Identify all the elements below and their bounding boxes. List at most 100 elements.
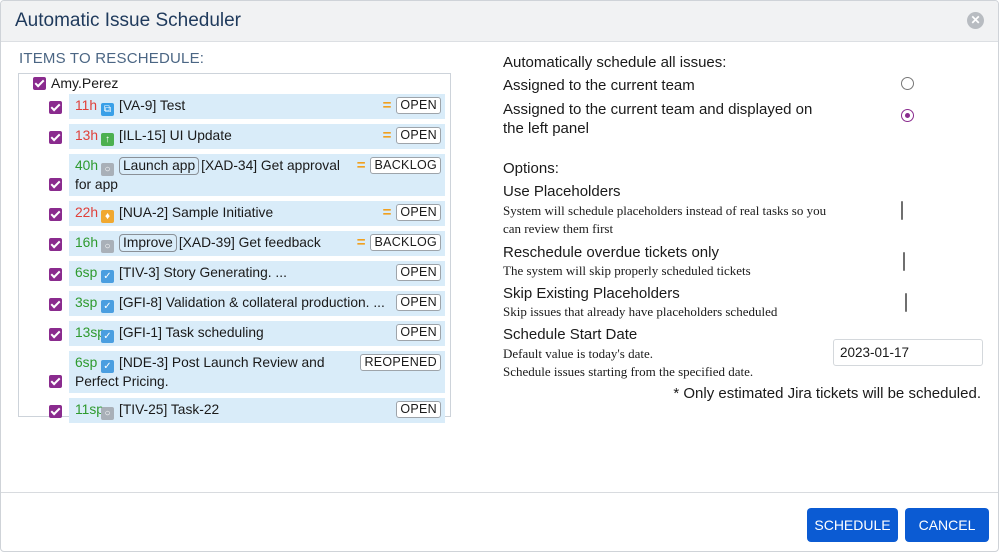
option-label: Skip Existing Placeholders	[503, 285, 680, 302]
item-text: 40h ○ Launch app [XAD-34] Get approval for …	[75, 157, 357, 193]
option-checkbox[interactable]	[903, 252, 905, 271]
item-row: 11h ⧉ [VA-9] Test = OPEN	[49, 94, 445, 119]
issue-title: [ILL-15] UI Update	[119, 128, 232, 143]
date-hint: Default value is today's date.	[503, 346, 653, 361]
estimate: 6sp	[75, 355, 98, 370]
item-side: = OPEN	[383, 97, 441, 114]
issue-title: [NUA-2] Sample Initiative	[119, 205, 274, 220]
option-checkbox[interactable]	[905, 293, 907, 312]
dialog-title: Automatic Issue Scheduler	[15, 10, 242, 31]
priority-icon: =	[382, 127, 392, 144]
issue-icon: ↑	[101, 133, 114, 146]
item-checkbox[interactable]	[49, 405, 62, 418]
item-checkbox[interactable]	[49, 178, 62, 191]
radio[interactable]	[901, 77, 914, 90]
priority-icon: =	[382, 204, 392, 221]
item-checkbox[interactable]	[49, 238, 62, 251]
issue-label: Launch app	[119, 157, 200, 175]
issue-icon: ✓	[101, 330, 114, 343]
option-description: Skip issues that already have placeholde…	[503, 304, 778, 319]
note: * Only estimated Jira tickets will be sc…	[673, 385, 981, 402]
date-label: Schedule Start Date	[503, 326, 638, 343]
issue-icon: ○	[101, 407, 114, 420]
user-name: Amy.Perez	[51, 75, 119, 91]
status-chip: OPEN	[396, 204, 441, 221]
item-side: = BACKLOG	[357, 234, 441, 251]
issue-icon: ○	[101, 163, 114, 176]
schedule-button[interactable]: SCHEDULE	[807, 508, 898, 542]
option-description: System will schedule placeholders instea…	[503, 203, 827, 236]
item-text: 3sp ✓ [GFI-8] Validation & collateral prod…	[75, 294, 396, 313]
item-row: 13h ↑ [ILL-15] UI Update = OPEN	[49, 124, 445, 149]
item-checkbox[interactable]	[49, 101, 62, 114]
item-side: OPEN	[396, 324, 441, 341]
status-chip: OPEN	[396, 264, 441, 281]
item-checkbox[interactable]	[49, 375, 62, 388]
item-side: OPEN	[396, 401, 441, 418]
estimate: 16h	[75, 235, 99, 250]
estimate: 13h	[75, 128, 99, 143]
issue-title: [TIV-3] Story Generating. ...	[119, 265, 287, 280]
cancel-button[interactable]: CANCEL	[905, 508, 989, 542]
item-card: 11h ⧉ [VA-9] Test = OPEN	[69, 94, 445, 119]
user-row: Amy.Perez	[33, 75, 118, 91]
item-checkbox[interactable]	[49, 131, 62, 144]
issue-icon: ○	[101, 240, 114, 253]
item-side: = OPEN	[383, 127, 441, 144]
estimate: 11h	[75, 98, 97, 113]
status-chip: BACKLOG	[370, 234, 441, 251]
item-row: 22h ♦ [NUA-2] Sample Initiative = OPEN	[49, 201, 445, 226]
issue-title: [GFI-8] Validation & collateral producti…	[119, 295, 385, 310]
item-row: 3sp ✓ [GFI-8] Validation & collateral prod…	[49, 291, 445, 316]
item-row: 16h ○ Improve [XAD-39] Get feedback = BACKLOG	[49, 231, 445, 256]
close-button[interactable]: ✕	[967, 12, 984, 29]
item-card: 22h ♦ [NUA-2] Sample Initiative = OPEN	[69, 201, 445, 226]
issue-icon: ✓	[101, 270, 114, 283]
date-input[interactable]: 2023-01-17	[833, 339, 983, 366]
item-side: = BACKLOG	[357, 157, 441, 174]
item-card: 16h ○ Improve [XAD-39] Get feedback = BACKLOG	[69, 231, 445, 256]
estimate: 3sp	[75, 295, 98, 310]
option-label: Reschedule overdue tickets only	[503, 244, 719, 261]
auto-heading: Automatically schedule all issues:	[503, 54, 727, 71]
status-chip: OPEN	[396, 97, 441, 114]
status-chip: OPEN	[396, 401, 441, 418]
issue-icon: ✓	[101, 300, 114, 313]
item-row: 11sp○ [TIV-25] Task-22 OPEN	[49, 398, 445, 423]
choice-label: Assigned to the current team	[503, 77, 695, 94]
item-checkbox[interactable]	[49, 298, 62, 311]
item-row: 6sp ✓ [TIV-3] Story Generating. ... OPEN	[49, 261, 445, 286]
item-row: 6sp ✓ [NDE-3] Post Launch Review and Perfe…	[49, 351, 445, 393]
issue-title: [VA-9] Test	[119, 98, 186, 113]
radio[interactable]	[901, 109, 914, 122]
priority-icon: =	[382, 97, 392, 114]
option-checkbox[interactable]	[901, 201, 903, 220]
item-checkbox[interactable]	[49, 208, 62, 221]
issue-title: [TIV-25] Task-22	[119, 402, 220, 417]
item-side: OPEN	[396, 294, 441, 311]
option-label: Use Placeholders	[503, 183, 621, 200]
item-text: 22h ♦ [NUA-2] Sample Initiative	[75, 204, 383, 223]
item-card: 6sp ✓ [TIV-3] Story Generating. ... OPEN	[69, 261, 445, 286]
item-row: 13sp✓ [GFI-1] Task scheduling OPEN	[49, 321, 445, 346]
item-checkbox[interactable]	[49, 268, 62, 281]
item-checkbox[interactable]	[49, 328, 62, 341]
estimate: 22h	[75, 205, 99, 220]
dialog-header: Automatic Issue Scheduler ✕	[1, 1, 998, 42]
issue-title: [GFI-1] Task scheduling	[119, 325, 264, 340]
issue-label: Improve	[119, 234, 177, 252]
item-text: 16h ○ Improve [XAD-39] Get feedback	[75, 234, 357, 253]
status-chip: OPEN	[396, 324, 441, 341]
status-chip: OPEN	[396, 127, 441, 144]
item-card: 11sp○ [TIV-25] Task-22 OPEN	[69, 398, 445, 423]
item-text: 6sp ✓ [TIV-3] Story Generating. ...	[75, 264, 396, 283]
estimate: 6sp	[75, 265, 98, 280]
user-checkbox[interactable]	[33, 76, 46, 90]
priority-icon: =	[356, 234, 366, 251]
item-side: = OPEN	[383, 204, 441, 221]
issue-title: [XAD-39] Get feedback	[178, 235, 321, 250]
issue-icon: ✓	[101, 360, 114, 373]
estimate: 13sp	[75, 325, 105, 340]
status-chip: REOPENED	[360, 354, 441, 371]
